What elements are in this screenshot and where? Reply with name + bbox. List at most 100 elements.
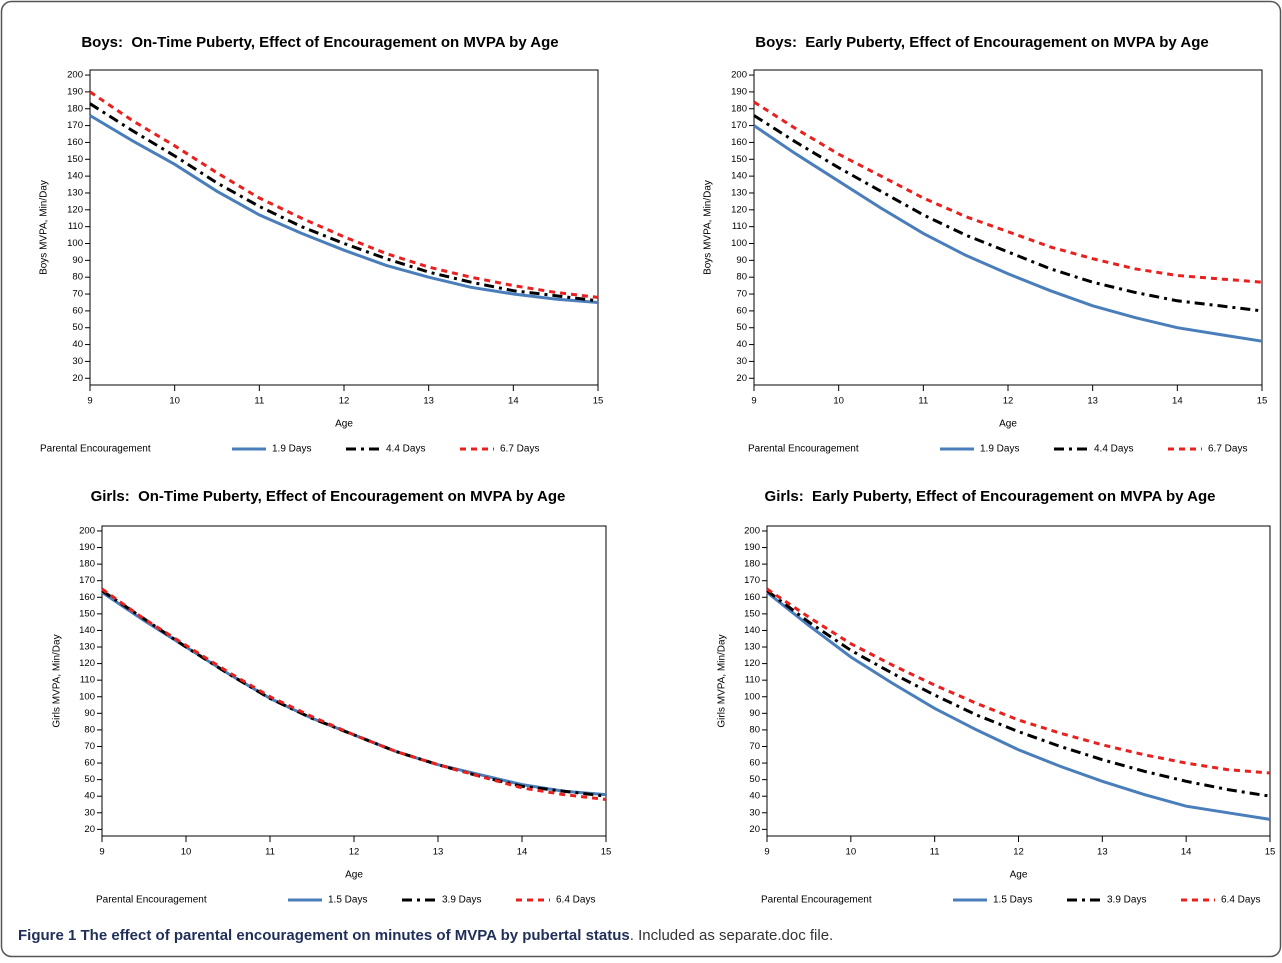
y-tick-label: 40 — [749, 791, 760, 802]
y-tick-label: 90 — [736, 255, 747, 266]
legend-label: 6.7 Days — [1208, 444, 1247, 455]
x-tick-label: 12 — [349, 847, 360, 858]
y-tick-label: 60 — [736, 305, 747, 316]
y-tick-label: 90 — [749, 708, 760, 719]
y-tick-label: 120 — [79, 658, 95, 669]
x-tick-label: 14 — [517, 847, 528, 858]
chart-title: Boys: On-Time Puberty, Effect of Encoura… — [81, 34, 558, 51]
y-tick-label: 20 — [749, 824, 760, 835]
x-tick-label: 10 — [846, 847, 857, 858]
x-tick-label: 12 — [339, 396, 350, 407]
legend-label: 6.4 Days — [1221, 895, 1260, 906]
y-tick-label: 200 — [79, 525, 95, 536]
x-tick-label: 9 — [764, 847, 769, 858]
legend-label: 1.9 Days — [980, 444, 1019, 455]
x-tick-label: 14 — [508, 396, 519, 407]
y-tick-label: 70 — [749, 741, 760, 752]
y-tick-label: 140 — [744, 625, 760, 636]
caption-bold: Figure 1 The effect of parental encourag… — [18, 927, 630, 944]
y-tick-label: 100 — [79, 691, 95, 702]
legend-title: Parental Encouragement — [748, 444, 859, 455]
y-tick-label: 200 — [67, 70, 83, 81]
y-tick-label: 70 — [736, 289, 747, 300]
y-tick-label: 190 — [79, 542, 95, 553]
x-tick-label: 14 — [1181, 847, 1192, 858]
y-tick-label: 80 — [749, 724, 760, 735]
legend-title: Parental Encouragement — [761, 895, 872, 906]
y-tick-label: 30 — [72, 356, 83, 367]
plot-area — [766, 525, 1271, 837]
y-tick-label: 110 — [80, 675, 95, 686]
y-tick-label: 170 — [744, 575, 760, 586]
y-tick-label: 70 — [72, 289, 83, 300]
y-tick-label: 110 — [745, 675, 760, 686]
y-tick-label: 30 — [749, 807, 760, 818]
y-tick-label: 130 — [79, 642, 95, 653]
legend-title: Parental Encouragement — [96, 895, 207, 906]
y-tick-label: 180 — [67, 103, 83, 114]
y-tick-label: 130 — [67, 187, 83, 198]
y-tick-label: 180 — [731, 103, 747, 114]
y-tick-label: 80 — [72, 272, 83, 283]
y-tick-label: 170 — [79, 575, 95, 586]
legend-label: 3.9 Days — [1107, 895, 1146, 906]
legend-label: 6.7 Days — [500, 444, 539, 455]
y-tick-label: 170 — [67, 120, 83, 131]
x-tick-label: 13 — [1087, 396, 1098, 407]
y-axis-label: Boys MVPA, Min/Day — [703, 180, 714, 275]
y-tick-label: 200 — [744, 525, 760, 536]
x-tick-label: 13 — [423, 396, 434, 407]
y-tick-label: 120 — [67, 204, 83, 215]
y-tick-label: 90 — [72, 255, 83, 266]
y-tick-label: 60 — [72, 305, 83, 316]
legend-label: 3.9 Days — [442, 895, 481, 906]
y-tick-label: 190 — [744, 542, 760, 553]
y-tick-label: 140 — [67, 171, 83, 182]
y-tick-label: 130 — [744, 642, 760, 653]
y-tick-label: 140 — [79, 625, 95, 636]
x-tick-label: 13 — [1097, 847, 1108, 858]
x-tick-label: 14 — [1172, 396, 1183, 407]
y-axis-label: Girls MVPA, Min/Day — [52, 634, 63, 727]
y-tick-label: 20 — [736, 373, 747, 384]
x-tick-label: 11 — [918, 396, 928, 407]
y-tick-label: 40 — [84, 791, 95, 802]
y-tick-label: 180 — [79, 559, 95, 570]
y-tick-label: 140 — [731, 171, 747, 182]
y-tick-label: 150 — [67, 154, 83, 165]
x-axis-label: Age — [345, 870, 363, 881]
x-axis-label: Age — [999, 419, 1017, 430]
y-tick-label: 80 — [84, 724, 95, 735]
x-tick-label: 13 — [433, 847, 444, 858]
y-tick-label: 160 — [79, 592, 95, 603]
y-tick-label: 190 — [67, 86, 83, 97]
plot-area — [89, 69, 599, 386]
legend-label: 1.9 Days — [272, 444, 311, 455]
series-line — [766, 589, 1271, 798]
chart-title: Girls: On-Time Puberty, Effect of Encour… — [91, 488, 566, 505]
x-tick-label: 11 — [265, 847, 275, 858]
x-tick-label: 9 — [87, 396, 92, 407]
x-tick-label: 9 — [99, 847, 104, 858]
y-tick-label: 150 — [731, 154, 747, 165]
x-tick-label: 15 — [1257, 396, 1268, 407]
y-tick-label: 190 — [731, 86, 747, 97]
x-tick-label: 12 — [1013, 847, 1024, 858]
y-tick-label: 50 — [84, 774, 95, 785]
y-tick-label: 80 — [736, 272, 747, 283]
y-tick-label: 110 — [68, 221, 83, 232]
y-tick-label: 90 — [84, 708, 95, 719]
series-line — [101, 591, 607, 797]
legend-label: 4.4 Days — [386, 444, 425, 455]
caption: Figure 1 The effect of parental encourag… — [18, 927, 833, 944]
y-tick-label: 200 — [731, 70, 747, 81]
y-tick-label: 60 — [84, 758, 95, 769]
y-tick-label: 70 — [84, 741, 95, 752]
x-tick-label: 11 — [930, 847, 940, 858]
x-axis-label: Age — [1010, 870, 1028, 881]
series-line — [766, 591, 1271, 821]
y-tick-label: 170 — [731, 120, 747, 131]
y-tick-label: 180 — [744, 559, 760, 570]
y-tick-label: 160 — [67, 137, 83, 148]
